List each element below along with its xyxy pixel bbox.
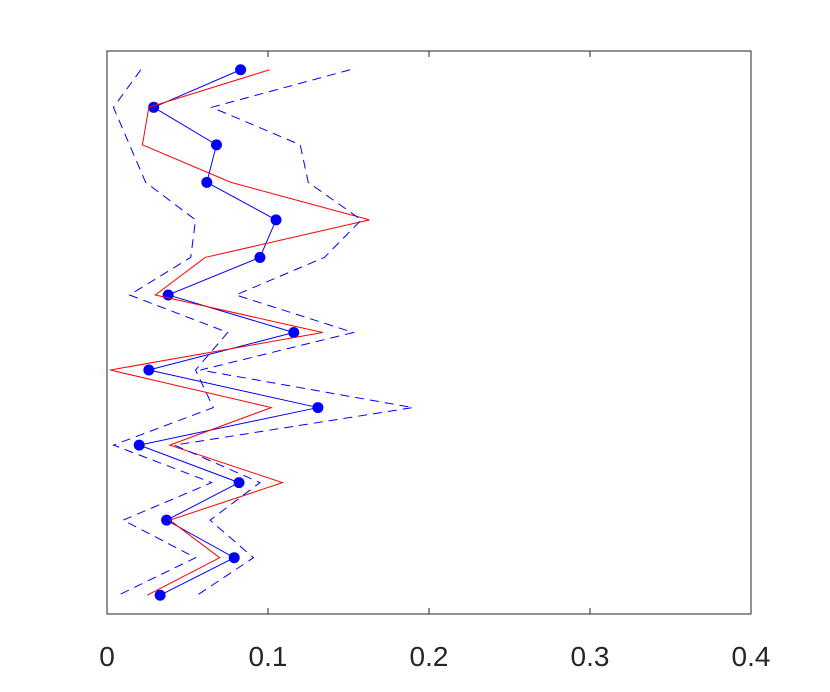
series-line-2 (110, 69, 370, 596)
x-tick-label: 0.4 (732, 641, 771, 672)
series-layer (110, 64, 413, 601)
series-1-point (133, 439, 145, 451)
series-1-point (288, 327, 300, 338)
series-line-4 (172, 69, 413, 596)
series-1-point (201, 176, 213, 188)
series-1-point (228, 552, 240, 564)
series-1-point (210, 139, 222, 151)
series-1-point (161, 514, 173, 526)
x-axis-ticks: 0 0.1 0.2 0.3 0.4 (99, 51, 770, 672)
x-tick-label: 0.2 (410, 641, 449, 672)
series-1-point (154, 589, 166, 601)
x-tick-label: 0.3 (571, 641, 610, 672)
plot-area (107, 51, 751, 614)
series-1-point (233, 477, 245, 489)
x-tick-label: 0.1 (249, 641, 288, 672)
series-1-point (143, 364, 155, 376)
series-line-3 (112, 69, 229, 596)
series-1-point (254, 251, 266, 263)
series-1-point (312, 402, 324, 414)
series-1-point (270, 214, 282, 226)
x-tick-label: 0 (99, 641, 115, 672)
series-1-point (235, 64, 247, 76)
